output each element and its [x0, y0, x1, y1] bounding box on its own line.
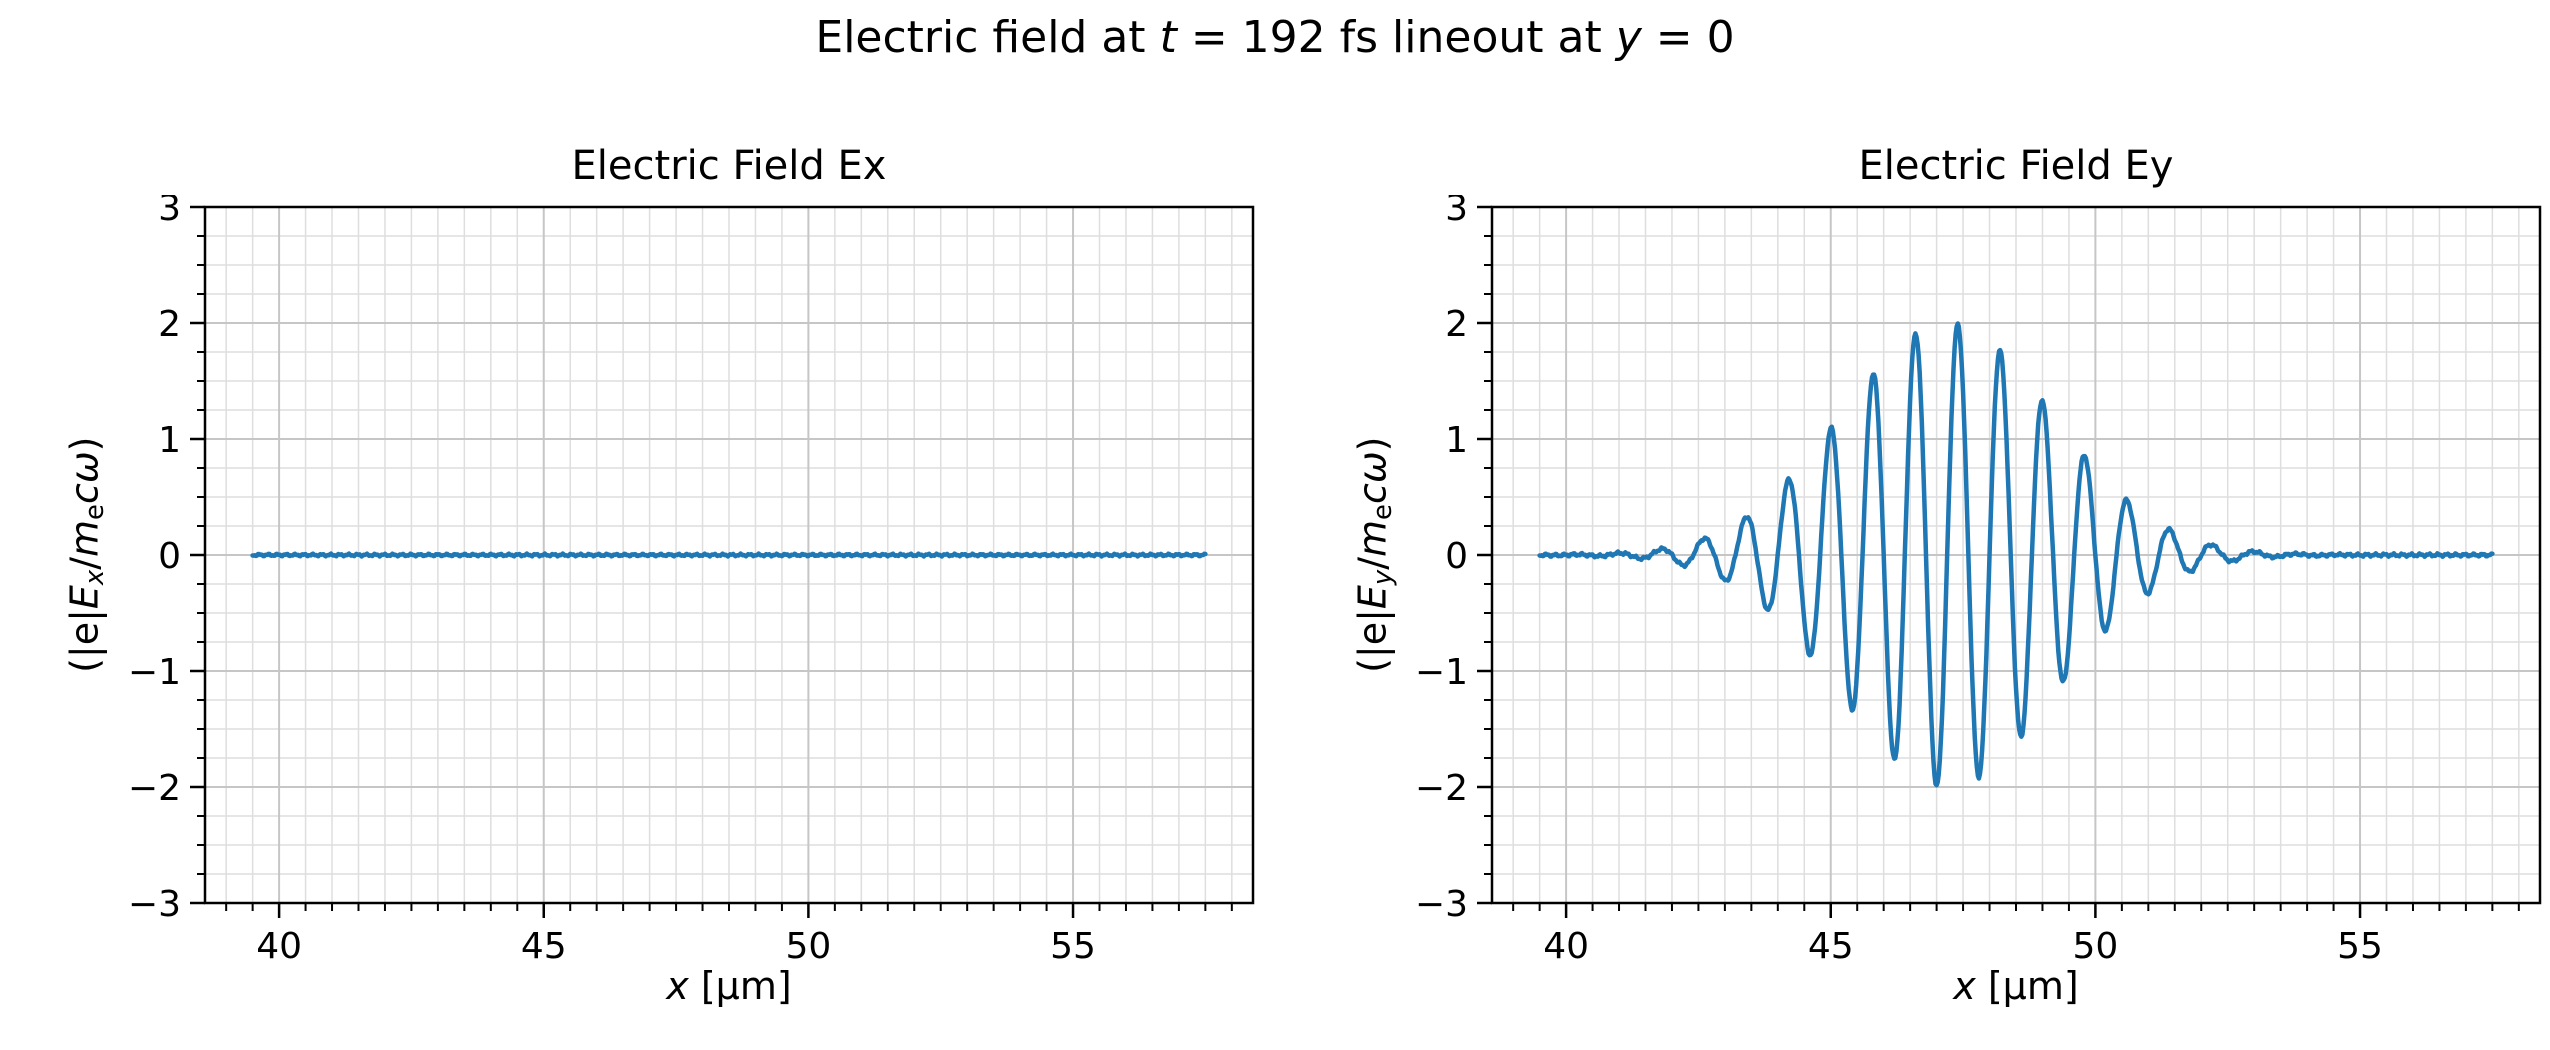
x-tick-label: 40: [256, 926, 302, 967]
y-tick-label: 2: [1445, 304, 1468, 345]
ey-plot-title: Electric Field Ey: [1858, 143, 2174, 189]
y-tick-label: 1: [158, 420, 181, 461]
x-tick-label: 45: [1808, 926, 1854, 967]
y-tick-label: 2: [158, 304, 181, 345]
figure-title: Electric field at t = 192 fs lineout at …: [815, 12, 1735, 63]
ex-x-axis-label: x [μm]: [666, 964, 792, 1008]
y-tick-label: −2: [128, 768, 181, 809]
x-tick-label: 45: [521, 926, 567, 967]
y-tick-label: −3: [128, 884, 181, 925]
ey-plot-canvas: 40 45 50 55 −3 −2 −1 0 1 2 3: [1415, 195, 2542, 967]
ex-plot-title: Electric Field Ex: [571, 143, 887, 189]
y-tick-label: 3: [158, 195, 181, 229]
x-tick-label: 50: [785, 926, 831, 967]
y-tick-label: 0: [158, 536, 181, 577]
y-tick-label: 0: [1445, 536, 1468, 577]
x-tick-label: 50: [2072, 926, 2118, 967]
y-tick-label: −1: [128, 652, 181, 693]
ex-plot-canvas: 40 45 50 55 −3 −2 −1 0 1 2 3: [128, 195, 1255, 967]
y-tick-label: 3: [1445, 195, 1468, 229]
y-tick-label: −1: [1415, 652, 1468, 693]
x-tick-label: 55: [2337, 926, 2383, 967]
y-tick-label: −3: [1415, 884, 1468, 925]
x-tick-label: 55: [1050, 926, 1096, 967]
ey-x-axis-label: x [μm]: [1953, 964, 2079, 1008]
y-tick-label: −2: [1415, 768, 1468, 809]
y-tick-label: 1: [1445, 420, 1468, 461]
x-tick-label: 40: [1543, 926, 1589, 967]
